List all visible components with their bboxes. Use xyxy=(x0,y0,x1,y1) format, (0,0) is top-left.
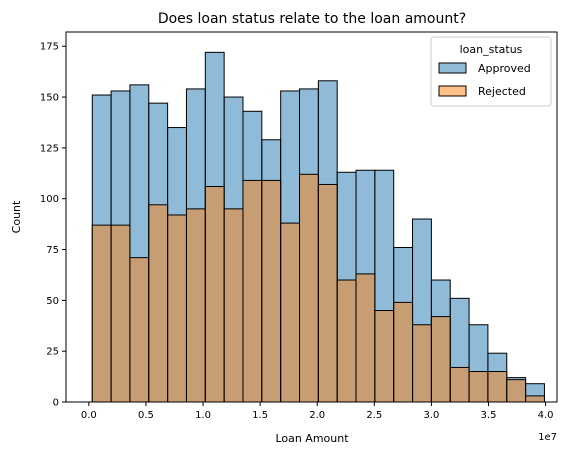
bar-rejected-8 xyxy=(243,180,262,402)
bar-rejected-15 xyxy=(375,311,394,402)
bar-rejected-10 xyxy=(281,223,300,402)
y-axis-label: Count xyxy=(10,200,23,233)
bar-rejected-22 xyxy=(507,380,526,402)
y-tick-label-3: 75 xyxy=(46,245,59,256)
y-tick-label-2: 50 xyxy=(46,296,59,307)
x-axis: 0.0 0.5 1.0 1.5 2.0 2.5 3.0 3.5 4.0 xyxy=(81,402,554,421)
x-tick-label-1: 0.5 xyxy=(138,410,154,421)
x-tick-label-0: 0.0 xyxy=(81,410,97,421)
legend-title: loan_status xyxy=(460,43,523,56)
y-tick-label-5: 125 xyxy=(40,143,59,154)
bar-rejected-11 xyxy=(300,174,319,402)
bar-rejected-2 xyxy=(130,258,149,402)
y-tick-label-0: 0 xyxy=(53,398,59,409)
bar-rejected-23 xyxy=(526,396,545,402)
bar-rejected-0 xyxy=(92,225,111,402)
bar-rejected-7 xyxy=(224,209,243,402)
x-tick-label-8: 4.0 xyxy=(538,410,554,421)
x-tick-label-6: 3.0 xyxy=(423,410,439,421)
chart-title: Does loan status relate to the loan amou… xyxy=(158,11,466,27)
bar-rejected-20 xyxy=(469,372,488,402)
x-axis-offset-text: 1e7 xyxy=(538,432,557,443)
x-tick-label-3: 1.5 xyxy=(252,410,268,421)
y-tick-label-7: 175 xyxy=(40,42,59,53)
x-axis-label: Loan Amount xyxy=(275,432,349,445)
x-tick-label-2: 1.0 xyxy=(195,410,211,421)
bar-rejected-17 xyxy=(413,325,432,402)
x-tick-label-4: 2.0 xyxy=(309,410,325,421)
legend: loan_status Approved Rejected xyxy=(431,37,551,106)
x-tick-label-5: 2.5 xyxy=(366,410,382,421)
y-tick-label-1: 25 xyxy=(46,347,59,358)
bar-rejected-21 xyxy=(488,372,507,402)
bar-rejected-3 xyxy=(149,205,168,402)
y-axis: 0 25 50 75 100 125 150 175 xyxy=(40,42,66,409)
bar-rejected-19 xyxy=(450,367,469,402)
y-tick-label-6: 150 xyxy=(40,93,59,104)
bar-rejected-1 xyxy=(111,225,130,402)
legend-swatch-approved xyxy=(439,63,466,73)
legend-label-approved: Approved xyxy=(478,62,531,75)
bar-rejected-5 xyxy=(186,209,205,402)
y-tick-label-4: 100 xyxy=(40,194,59,205)
legend-label-rejected: Rejected xyxy=(478,85,526,98)
bar-rejected-13 xyxy=(337,280,356,402)
legend-swatch-rejected xyxy=(439,86,466,96)
bar-rejected-14 xyxy=(356,274,375,402)
bar-rejected-12 xyxy=(318,184,337,402)
bar-rejected-16 xyxy=(394,302,413,402)
bar-rejected-18 xyxy=(431,317,450,402)
bar-rejected-4 xyxy=(168,215,187,402)
x-tick-label-7: 3.5 xyxy=(481,410,497,421)
bar-rejected-9 xyxy=(262,180,281,402)
bar-rejected-6 xyxy=(205,187,224,402)
